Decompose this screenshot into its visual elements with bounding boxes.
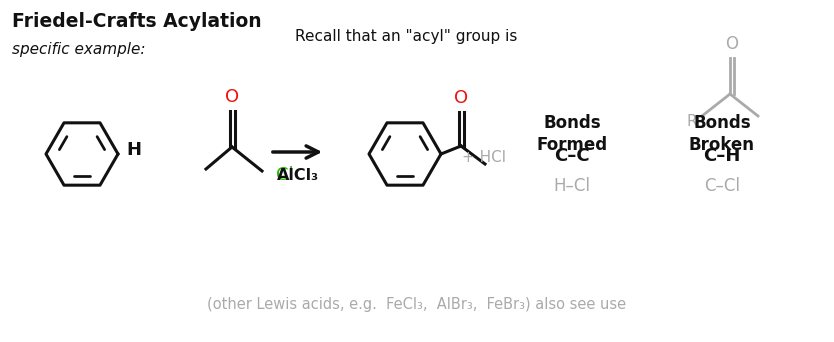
Text: O: O bbox=[225, 88, 239, 106]
Text: AlCl₃: AlCl₃ bbox=[277, 168, 319, 183]
Text: C–H: C–H bbox=[703, 147, 741, 165]
Text: C–Cl: C–Cl bbox=[704, 177, 740, 195]
Text: H: H bbox=[126, 141, 141, 159]
Text: O: O bbox=[454, 89, 468, 107]
Text: O: O bbox=[726, 35, 738, 53]
Text: (other Lewis acids, e.g.  FeCl₃,  AlBr₃,  FeBr₃) also see use: (other Lewis acids, e.g. FeCl₃, AlBr₃, F… bbox=[208, 297, 626, 312]
Text: H–Cl: H–Cl bbox=[554, 177, 590, 195]
Text: specific example:: specific example: bbox=[12, 42, 145, 57]
Text: Bonds
Broken: Bonds Broken bbox=[689, 114, 755, 154]
Text: Cl: Cl bbox=[276, 166, 294, 184]
Text: Bonds
Formed: Bonds Formed bbox=[536, 114, 607, 154]
Text: C–C: C–C bbox=[554, 147, 590, 165]
Text: + HCl: + HCl bbox=[462, 149, 506, 165]
Text: R: R bbox=[686, 114, 697, 129]
Text: Recall that an "acyl" group is: Recall that an "acyl" group is bbox=[295, 29, 517, 44]
Text: Friedel-Crafts Acylation: Friedel-Crafts Acylation bbox=[12, 12, 262, 31]
